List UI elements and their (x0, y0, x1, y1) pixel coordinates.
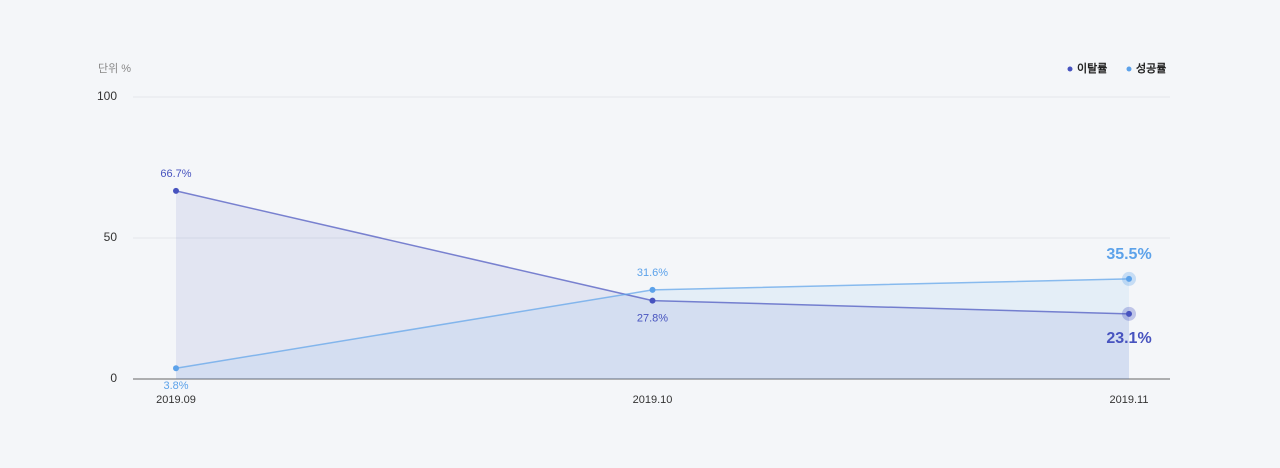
point (1126, 275, 1132, 282)
point (173, 187, 179, 194)
y-tick-label: 0 (110, 371, 117, 385)
x-tick-label: 2019.11 (1110, 394, 1149, 406)
x-tick-label: 2019.10 (633, 394, 673, 406)
data-label: 3.8% (163, 380, 188, 392)
legend-marker (1126, 66, 1132, 72)
area (176, 190, 1129, 379)
legend-label: 이탈률 (1077, 61, 1107, 75)
y-tick-label: 50 (104, 230, 118, 244)
point (173, 365, 179, 372)
data-label: 31.6% (637, 267, 668, 279)
point (649, 286, 656, 293)
area (176, 278, 1129, 379)
data-label: 35.5% (1106, 246, 1151, 263)
data-label: 23.1% (1106, 330, 1151, 347)
y-tick-label: 100 (97, 89, 117, 103)
point (1126, 310, 1132, 317)
x-tick-label: 2019.09 (156, 394, 196, 406)
legend-marker (1067, 66, 1073, 72)
point (649, 297, 656, 304)
unit-label: 단위 % (98, 62, 131, 75)
legend-label: 성공률 (1136, 61, 1166, 75)
data-label: 27.8% (637, 313, 668, 325)
data-label: 66.7% (160, 168, 191, 180)
